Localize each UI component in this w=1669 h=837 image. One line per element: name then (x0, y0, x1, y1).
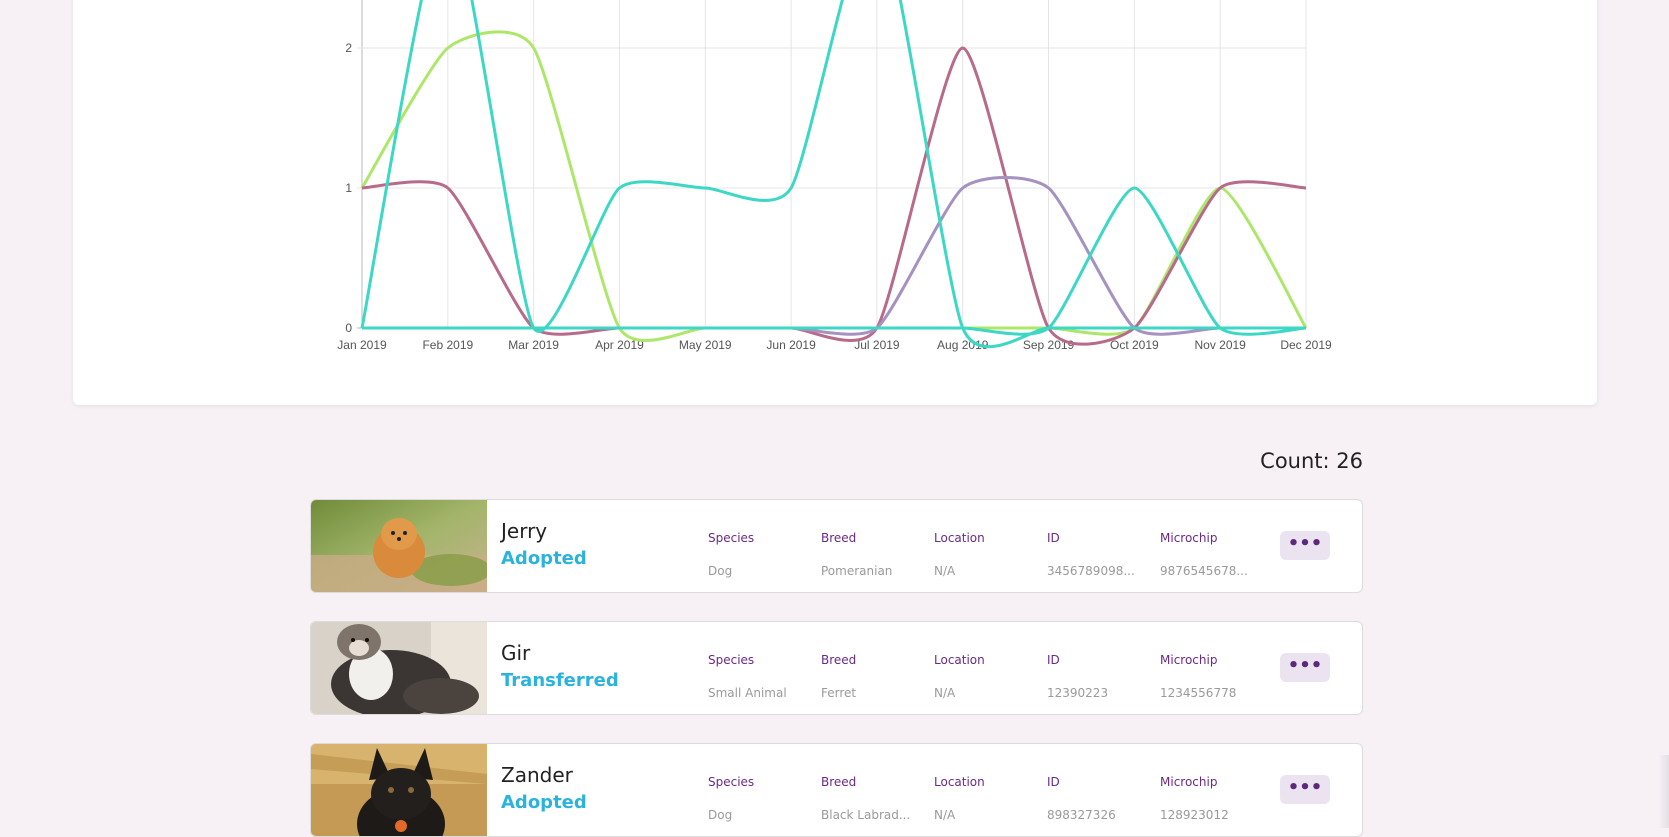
id-label: ID (1047, 653, 1060, 667)
id-label: ID (1047, 775, 1060, 789)
series-line (361, 46, 1307, 346)
species-label: Species (708, 775, 755, 789)
breed-value: Pomeranian (821, 564, 893, 578)
breed-label: Breed (821, 775, 857, 789)
id-value: 12390223 (1047, 686, 1109, 700)
x-tick-label: Jan 2019 (337, 338, 387, 352)
location-value: N/A (934, 564, 956, 578)
id-label: ID (1047, 531, 1060, 545)
x-tick-label: Aug 2019 (937, 338, 989, 352)
pet-card[interactable]: Zander Adopted Species Dog Breed Black L… (310, 743, 1363, 837)
pet-photo (311, 500, 487, 592)
x-tick-label: Jun 2019 (766, 338, 816, 352)
breed-value: Ferret (821, 686, 857, 700)
location-value: N/A (934, 686, 956, 700)
pet-card[interactable]: Gir Transferred Species Small Animal Bre… (310, 621, 1363, 715)
species-value: Dog (708, 808, 733, 822)
pet-card[interactable]: Jerry Adopted Species Dog Breed Pomerani… (310, 499, 1363, 593)
pet-status: Adopted (501, 548, 587, 569)
series-line (360, 0, 1306, 349)
pet-name[interactable]: Jerry (501, 519, 548, 543)
result-count: Count: 26 (1260, 449, 1363, 473)
location-label: Location (934, 775, 985, 789)
scroll-edge-shadow (1659, 755, 1669, 828)
microchip-label: Microchip (1160, 775, 1218, 789)
microchip-label: Microchip (1160, 653, 1218, 667)
id-value: 898327326 (1047, 808, 1116, 822)
x-tick-label: Jul 2019 (854, 338, 900, 352)
species-value: Dog (708, 564, 733, 578)
x-tick-label: Apr 2019 (595, 338, 644, 352)
y-tick-label: 2 (345, 41, 352, 55)
x-tick-label: Feb 2019 (422, 338, 473, 352)
species-value: Small Animal (708, 686, 787, 700)
location-label: Location (934, 653, 985, 667)
series-line (362, 176, 1306, 336)
more-options-button[interactable]: ••• (1280, 531, 1330, 560)
location-label: Location (934, 531, 985, 545)
pet-name[interactable]: Zander (501, 763, 573, 787)
species-label: Species (708, 653, 755, 667)
y-tick-label: 0 (345, 321, 352, 335)
pet-status: Transferred (501, 670, 619, 691)
breed-label: Breed (821, 653, 857, 667)
pet-status: Adopted (501, 792, 587, 813)
microchip-value: 1234556778 (1160, 686, 1237, 700)
pet-photo (311, 622, 487, 714)
microchip-value: 9876545678... (1160, 564, 1248, 578)
more-options-button[interactable]: ••• (1280, 653, 1330, 682)
series-line (362, 186, 1307, 336)
y-tick-label: 1 (345, 181, 352, 195)
x-tick-label: Dec 2019 (1280, 338, 1332, 352)
microchip-label: Microchip (1160, 531, 1218, 545)
id-value: 3456789098... (1047, 564, 1135, 578)
x-tick-label: May 2019 (679, 338, 732, 352)
pet-name[interactable]: Gir (501, 641, 531, 665)
pet-photo (311, 744, 487, 836)
chart-card: 0 1 2 Jan 2019 Feb 2019 Mar 2019 Apr 2019 May 2… (73, 0, 1597, 405)
adoptions-line-chart: 0 1 2 Jan 2019 Feb 2019 Mar 2019 Apr 2019 May 2… (337, 0, 1332, 352)
x-tick-label: Nov 2019 (1194, 338, 1246, 352)
x-tick-label: Sep 2019 (1023, 338, 1075, 352)
location-value: N/A (934, 808, 956, 822)
more-options-button[interactable]: ••• (1280, 775, 1330, 804)
species-label: Species (708, 531, 755, 545)
x-tick-label: Mar 2019 (508, 338, 559, 352)
breed-label: Breed (821, 531, 857, 545)
x-tick-label: Oct 2019 (1110, 338, 1159, 352)
breed-value: Black Labrad... (821, 808, 911, 822)
microchip-value: 128923012 (1160, 808, 1229, 822)
